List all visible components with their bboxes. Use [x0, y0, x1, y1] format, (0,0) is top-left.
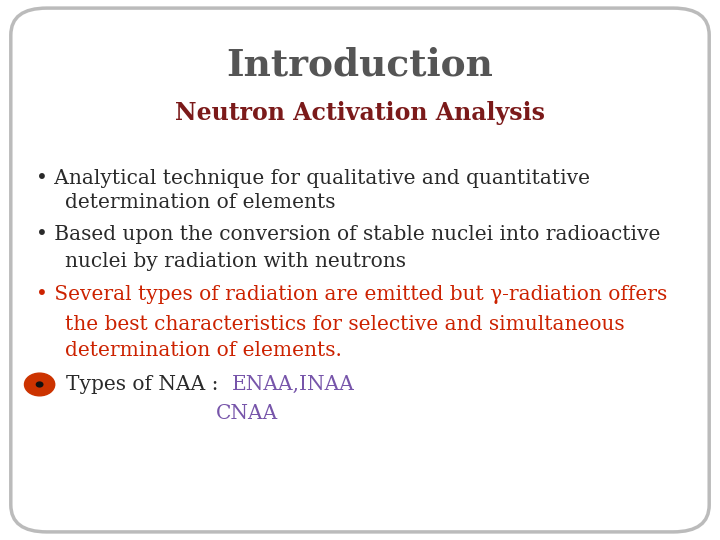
Text: Introduction: Introduction: [227, 46, 493, 83]
Text: Neutron Activation Analysis: Neutron Activation Analysis: [175, 102, 545, 125]
Text: Types of NAA :: Types of NAA :: [66, 375, 232, 394]
Circle shape: [24, 373, 55, 396]
Text: ENAA,INAA: ENAA,INAA: [232, 375, 354, 394]
Text: determination of elements: determination of elements: [65, 193, 336, 212]
Text: • Analytical technique for qualitative and quantitative: • Analytical technique for qualitative a…: [36, 168, 590, 188]
Text: • Based upon the conversion of stable nuclei into radioactive: • Based upon the conversion of stable nu…: [36, 225, 660, 245]
Text: nuclei by radiation with neutrons: nuclei by radiation with neutrons: [65, 252, 406, 272]
Circle shape: [36, 382, 43, 387]
Text: the best characteristics for selective and simultaneous: the best characteristics for selective a…: [65, 314, 624, 334]
Text: CNAA: CNAA: [216, 403, 278, 423]
Text: determination of elements.: determination of elements.: [65, 341, 342, 361]
Text: • Several types of radiation are emitted but γ-radiation offers: • Several types of radiation are emitted…: [36, 285, 667, 304]
